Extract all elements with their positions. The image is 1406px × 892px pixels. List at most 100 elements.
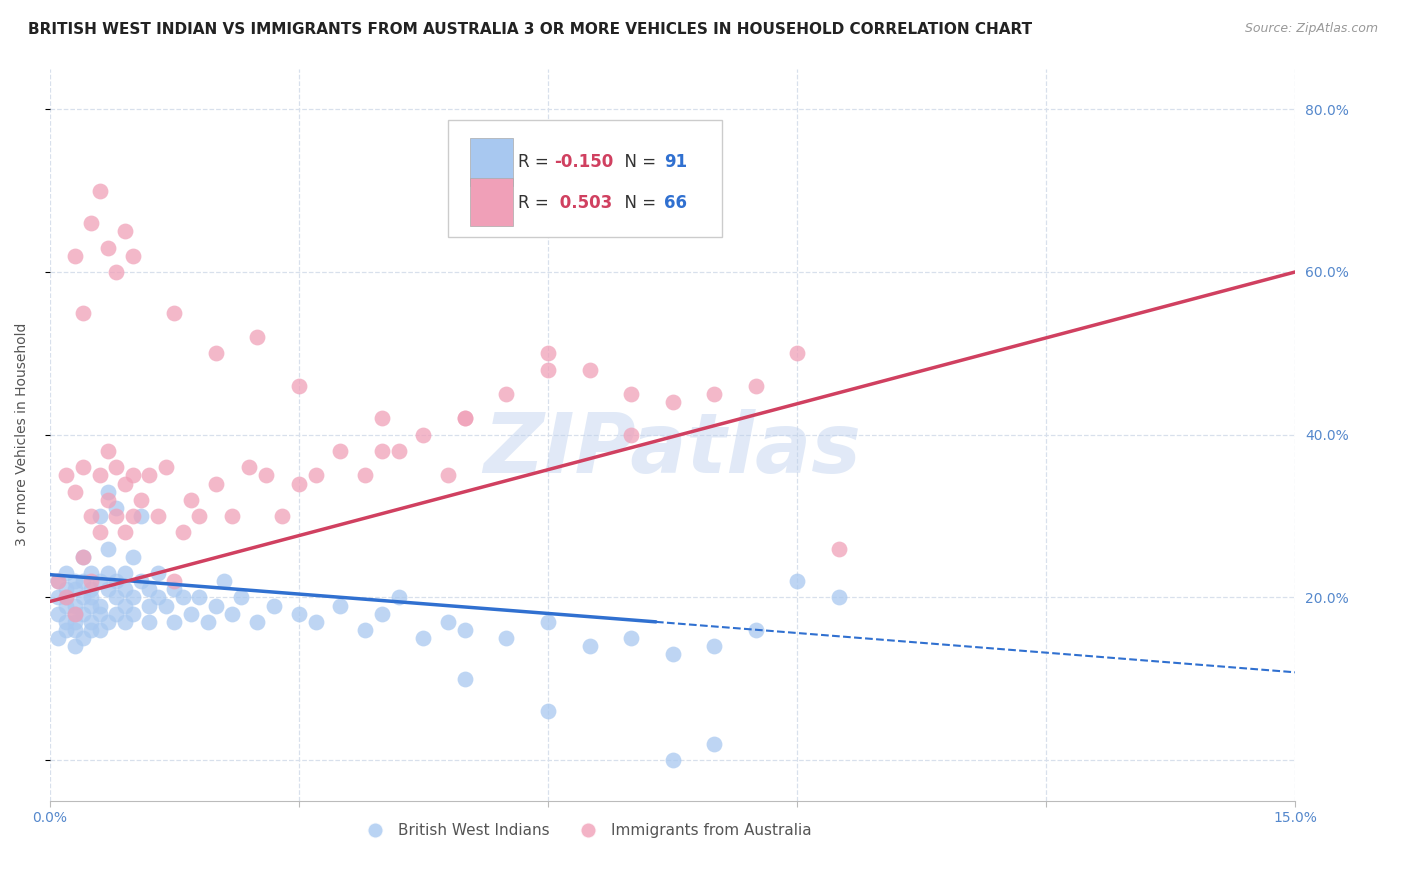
Point bbox=[105, 574, 128, 589]
Text: 0.503: 0.503 bbox=[554, 194, 613, 211]
Text: 91: 91 bbox=[664, 153, 688, 170]
Point bbox=[180, 492, 202, 507]
Point bbox=[72, 607, 94, 621]
Point bbox=[329, 599, 352, 613]
Point bbox=[121, 607, 143, 621]
Point bbox=[105, 265, 128, 279]
Point bbox=[80, 582, 103, 597]
Point bbox=[63, 615, 86, 629]
Point bbox=[163, 582, 186, 597]
Point bbox=[114, 582, 136, 597]
Point bbox=[89, 599, 111, 613]
Text: N =: N = bbox=[614, 153, 661, 170]
Point bbox=[661, 648, 683, 662]
Text: BRITISH WEST INDIAN VS IMMIGRANTS FROM AUSTRALIA 3 OR MORE VEHICLES IN HOUSEHOLD: BRITISH WEST INDIAN VS IMMIGRANTS FROM A… bbox=[28, 22, 1032, 37]
Point bbox=[163, 574, 186, 589]
Point bbox=[205, 599, 228, 613]
Point bbox=[304, 615, 326, 629]
Point bbox=[121, 591, 143, 605]
Point bbox=[114, 224, 136, 238]
Point bbox=[827, 541, 849, 556]
Point bbox=[354, 468, 377, 483]
Point bbox=[72, 591, 94, 605]
Point bbox=[80, 599, 103, 613]
Point bbox=[97, 566, 120, 580]
Point bbox=[63, 249, 86, 263]
Point bbox=[55, 566, 77, 580]
Point bbox=[172, 591, 194, 605]
Point bbox=[329, 444, 352, 458]
Point bbox=[387, 591, 409, 605]
Point bbox=[80, 566, 103, 580]
Point bbox=[454, 623, 477, 637]
Point bbox=[80, 574, 103, 589]
Point bbox=[72, 574, 94, 589]
Point bbox=[114, 476, 136, 491]
Point bbox=[387, 444, 409, 458]
Point bbox=[72, 549, 94, 564]
Point bbox=[744, 379, 766, 393]
Point bbox=[114, 525, 136, 540]
Point bbox=[703, 737, 725, 751]
FancyBboxPatch shape bbox=[470, 178, 513, 226]
Point bbox=[537, 346, 560, 360]
Point bbox=[46, 574, 69, 589]
Point bbox=[437, 468, 460, 483]
Point bbox=[578, 640, 600, 654]
Point bbox=[80, 623, 103, 637]
Point bbox=[80, 615, 103, 629]
Point bbox=[371, 411, 394, 425]
Text: R =: R = bbox=[517, 194, 554, 211]
Point bbox=[97, 582, 120, 597]
Point bbox=[620, 427, 643, 442]
Point bbox=[661, 395, 683, 409]
Point bbox=[105, 509, 128, 524]
Point bbox=[138, 599, 160, 613]
Point bbox=[55, 591, 77, 605]
Point bbox=[197, 615, 219, 629]
Point bbox=[72, 631, 94, 645]
Point bbox=[495, 387, 517, 401]
Point bbox=[97, 615, 120, 629]
Point bbox=[89, 468, 111, 483]
Point bbox=[80, 216, 103, 230]
Point bbox=[412, 631, 434, 645]
Point bbox=[114, 599, 136, 613]
Point bbox=[46, 591, 69, 605]
Point bbox=[827, 591, 849, 605]
Point bbox=[129, 574, 152, 589]
Point bbox=[180, 607, 202, 621]
FancyBboxPatch shape bbox=[449, 120, 723, 237]
Point bbox=[105, 591, 128, 605]
Point bbox=[97, 241, 120, 255]
Point bbox=[495, 631, 517, 645]
Point bbox=[288, 379, 311, 393]
Point bbox=[63, 599, 86, 613]
Point bbox=[205, 346, 228, 360]
Point bbox=[354, 623, 377, 637]
Point bbox=[55, 468, 77, 483]
Point bbox=[412, 427, 434, 442]
Point bbox=[246, 615, 269, 629]
Point bbox=[121, 249, 143, 263]
Point bbox=[80, 509, 103, 524]
Point bbox=[72, 305, 94, 319]
Point bbox=[121, 549, 143, 564]
Point bbox=[72, 549, 94, 564]
Point bbox=[63, 623, 86, 637]
Point bbox=[89, 184, 111, 198]
Point bbox=[163, 615, 186, 629]
Point bbox=[661, 753, 683, 767]
Point bbox=[188, 509, 211, 524]
Point bbox=[63, 484, 86, 499]
Point bbox=[263, 599, 285, 613]
Point bbox=[121, 509, 143, 524]
Point bbox=[146, 566, 169, 580]
Y-axis label: 3 or more Vehicles in Household: 3 or more Vehicles in Household bbox=[15, 323, 30, 547]
Point bbox=[55, 599, 77, 613]
Point bbox=[138, 582, 160, 597]
Point bbox=[63, 574, 86, 589]
Point bbox=[63, 640, 86, 654]
Point bbox=[454, 411, 477, 425]
Point bbox=[146, 509, 169, 524]
